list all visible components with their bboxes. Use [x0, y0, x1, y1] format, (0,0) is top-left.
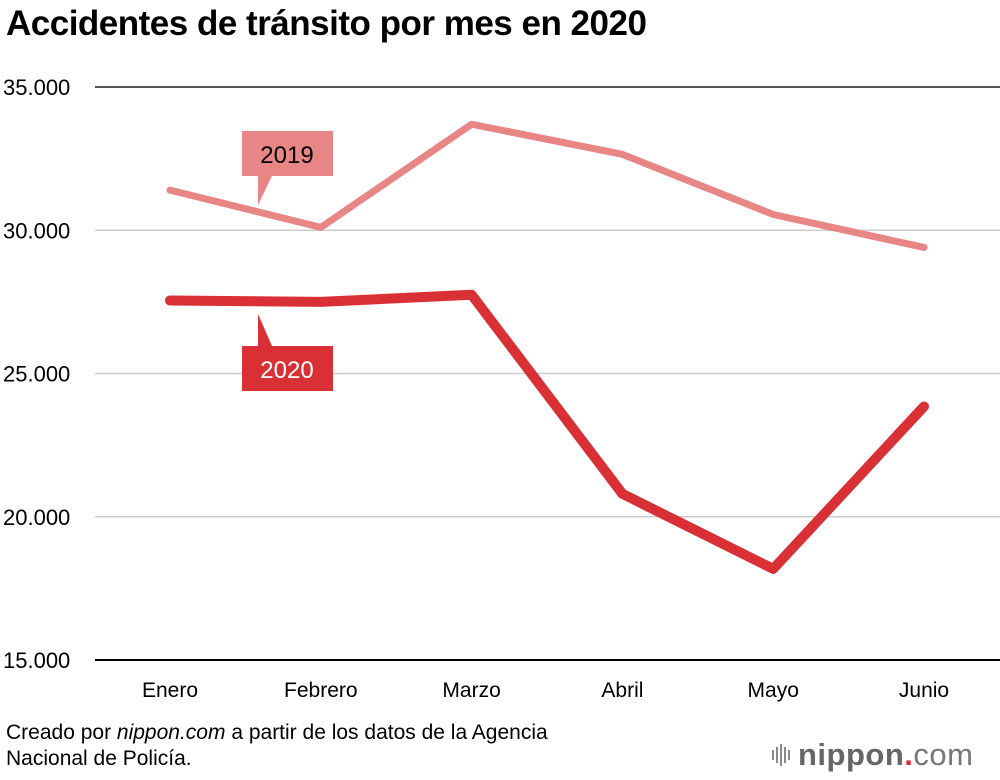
x-axis-ticks: Enero Febrero Marzo Abril Mayo Junio: [142, 679, 949, 702]
x-tick-label: Enero: [142, 679, 198, 702]
x-tick-label: Junio: [899, 679, 949, 702]
y-tick-label: 15.000: [3, 648, 70, 673]
chart-title: Accidentes de tránsito por mes en 2020: [6, 4, 647, 43]
y-tick-label: 30.000: [3, 218, 70, 243]
x-tick-label: Abril: [601, 679, 643, 702]
y-axis-ticks: 15.000 20.000 25.000 30.000 35.000: [3, 75, 70, 673]
callout-2020: 2020: [242, 314, 333, 391]
logo-bars-icon: [772, 744, 790, 766]
x-tick-label: Marzo: [442, 679, 500, 702]
logo-tld: com: [913, 737, 974, 772]
y-tick-label: 20.000: [3, 505, 70, 530]
callout-2019: 2019: [242, 131, 333, 205]
series-line-2019: [166, 120, 928, 251]
callout-box-2020: [242, 346, 333, 391]
callout-pointer-2020: [258, 314, 272, 346]
logo-dot: .: [904, 737, 914, 772]
callout-pointer-2019: [258, 176, 272, 205]
nippon-logo: nippon.com: [772, 735, 974, 775]
callout-box-2019: [242, 131, 333, 176]
y-tick-label: 35.000: [3, 75, 70, 100]
source-site: nippon.com: [116, 721, 226, 744]
logo-brand: nippon: [798, 737, 905, 772]
gridlines: [95, 86, 1000, 661]
source-line2: Nacional de Policía.: [6, 747, 192, 770]
callout-label-2019: 2019: [260, 142, 313, 169]
callout-label-2020: 2020: [260, 357, 313, 384]
series-callouts: 2019 2020: [242, 131, 333, 391]
series-lines: [165, 120, 929, 574]
source-note: Creado por nippon.com a partir de los da…: [6, 720, 548, 772]
y-tick-label: 25.000: [3, 362, 70, 387]
series-line-2020: [165, 289, 929, 574]
x-tick-label: Febrero: [284, 679, 358, 702]
source-suffix: a partir de los datos de la Agencia: [225, 721, 548, 744]
x-tick-label: Mayo: [748, 679, 799, 702]
source-prefix: Creado por: [6, 721, 117, 744]
